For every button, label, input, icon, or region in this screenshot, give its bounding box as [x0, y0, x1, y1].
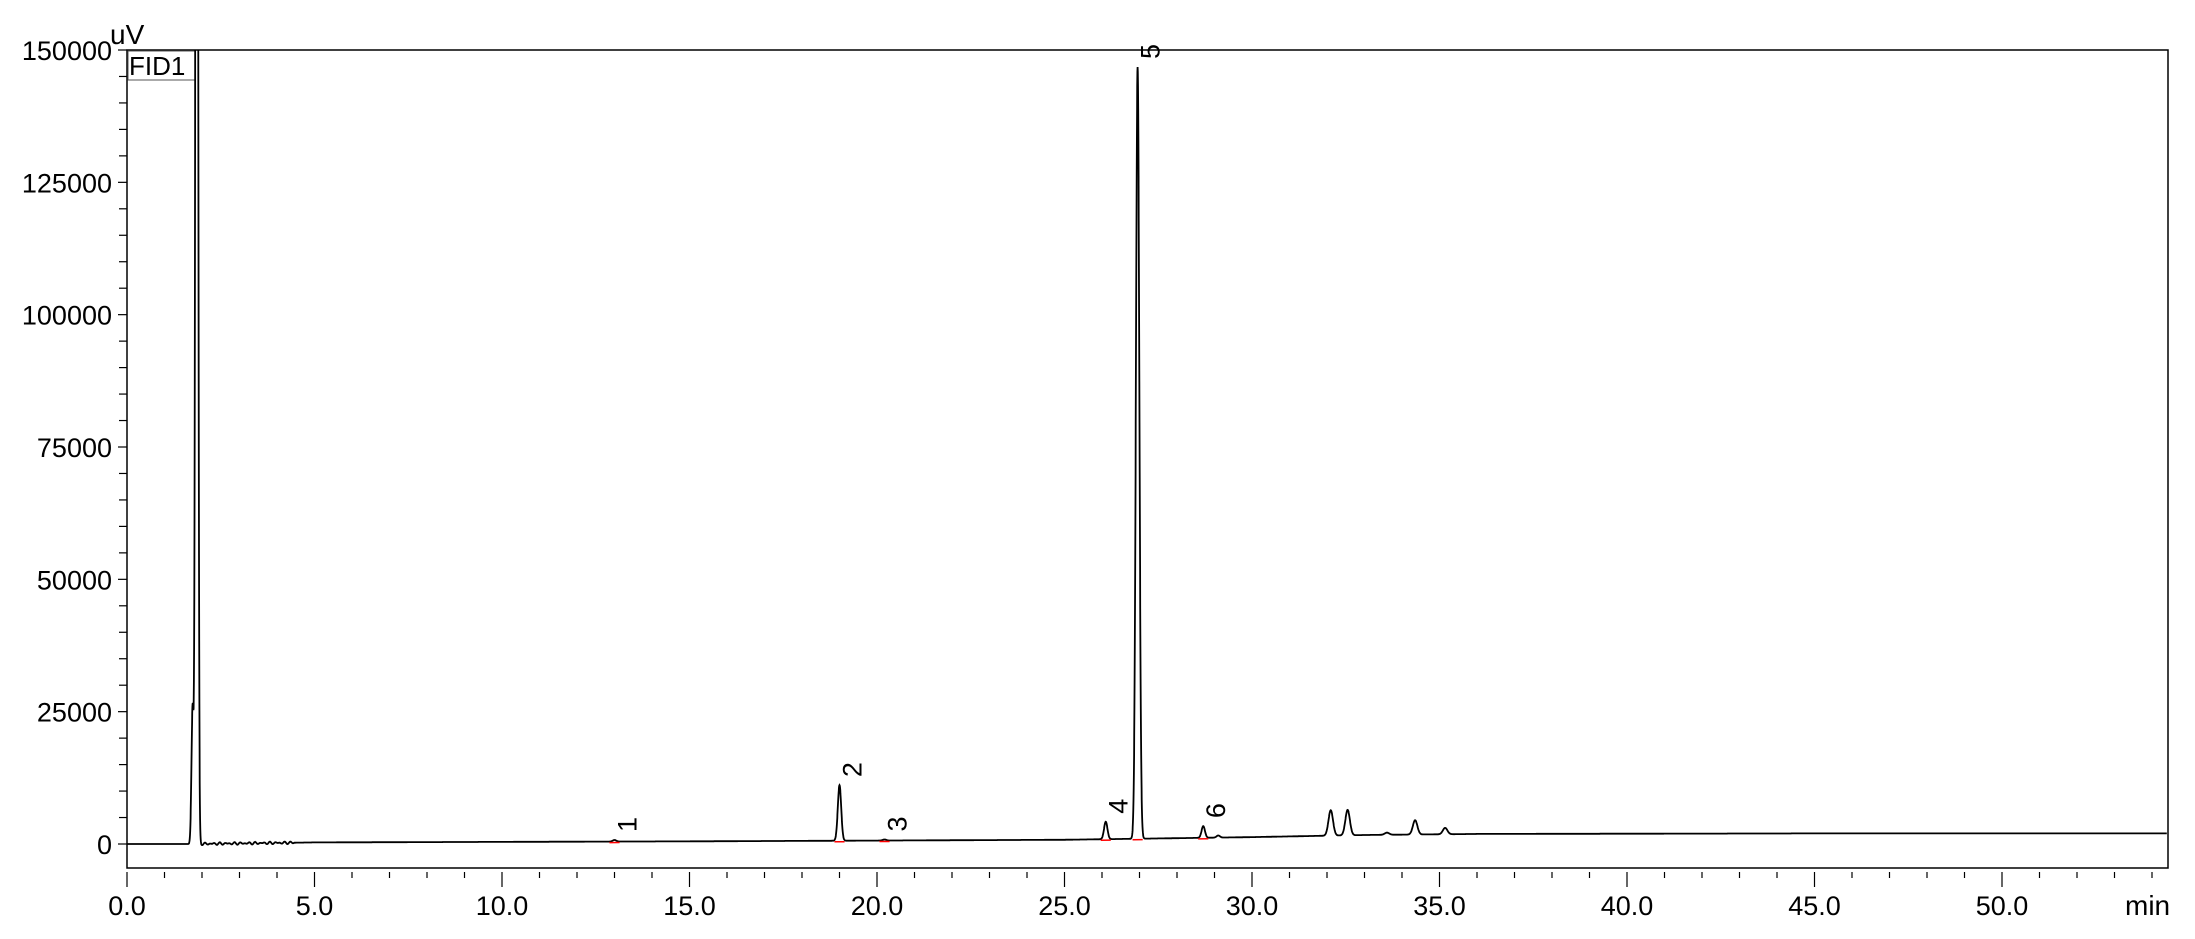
- y-tick-label: 50000: [37, 565, 112, 595]
- trace-name: FID1: [129, 51, 185, 81]
- x-tick-label: 10.0: [476, 891, 529, 921]
- peak-label: 1: [613, 817, 643, 832]
- y-tick-label: 75000: [37, 433, 112, 463]
- peak-label: 4: [1104, 799, 1134, 814]
- x-tick-label: 30.0: [1226, 891, 1279, 921]
- chromatogram-trace: [127, 50, 2167, 846]
- y-tick-label: 100000: [22, 301, 112, 331]
- y-axis: 0 25000 50000 75000 100000 125000 150000: [22, 36, 127, 860]
- y-tick-label: 25000: [37, 698, 112, 728]
- y-axis-unit: uV: [110, 19, 145, 50]
- x-axis: 0.0 5.0 10.0 15.0 20.0 25.0 30.0 35.0 40.0 45.0 50…: [108, 872, 2153, 921]
- x-tick-label: 5.0: [296, 891, 334, 921]
- x-tick-label: 25.0: [1038, 891, 1091, 921]
- x-tick-label: 45.0: [1788, 891, 1841, 921]
- peak-label: 2: [838, 762, 868, 777]
- y-tick-label: 125000: [22, 168, 112, 198]
- x-tick-label: 40.0: [1601, 891, 1654, 921]
- peak-label: 6: [1201, 803, 1231, 818]
- peak-label: 3: [883, 816, 913, 831]
- x-tick-label: 20.0: [851, 891, 904, 921]
- plot-frame: [126, 49, 2169, 869]
- peak-label: 5: [1136, 44, 1166, 59]
- y-tick-label: 0: [97, 830, 112, 860]
- x-tick-label: 35.0: [1413, 891, 1466, 921]
- trace-legend: FID1: [127, 50, 196, 81]
- x-tick-label: 50.0: [1976, 891, 2029, 921]
- x-tick-label: 0.0: [108, 891, 146, 921]
- y-tick-label: 150000: [22, 36, 112, 66]
- x-axis-unit: min: [2125, 890, 2170, 921]
- x-tick-label: 15.0: [663, 891, 716, 921]
